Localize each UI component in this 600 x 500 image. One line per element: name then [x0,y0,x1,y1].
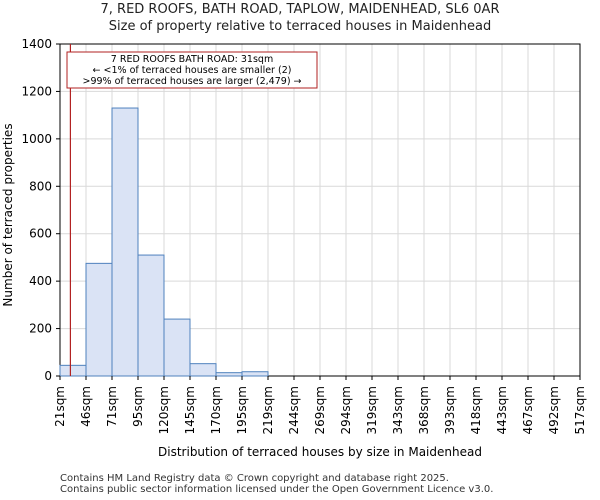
y-axis-label: Number of terraced properties [1,123,15,306]
y-tick-label: 1400 [21,37,52,51]
histogram-bar [111,107,139,377]
y-tick-label: 200 [29,322,52,336]
x-tick-label: 418sqm [469,386,483,434]
x-tick-label: 393sqm [443,386,457,434]
x-tick-label: 219sqm [261,386,275,434]
annotation-line: ← <1% of terraced houses are smaller (2) [93,65,292,76]
x-tick-label: 269sqm [313,386,327,434]
x-tick-label: 492sqm [547,386,561,434]
y-tick-label: 400 [29,274,52,288]
x-tick-label: 120sqm [157,386,171,434]
histogram-bar [241,371,269,377]
y-tick-label: 0 [44,369,52,383]
x-tick-label: 145sqm [183,386,197,434]
annotation-line: 7 RED ROOFS BATH ROAD: 31sqm [111,54,273,65]
x-tick-label: 95sqm [131,386,145,427]
annotation-box [66,51,318,89]
x-tick-label: 170sqm [209,386,223,434]
footer-line-2: Contains public sector information licen… [60,484,494,495]
x-tick-label: 517sqm [573,386,587,434]
histogram-bar [215,372,243,377]
x-tick-label: 319sqm [365,386,379,434]
histogram-chart: 0 200 400 600 800 1000 1200 1400 21sqm 46sqm 71sqm… [1,37,587,459]
x-tick-label: 467sqm [521,386,535,434]
chart-title: 7, RED ROOFS, BATH ROAD, TAPLOW, MAIDENH… [100,2,500,17]
chart-subtitle: Size of property relative to terraced ho… [108,19,492,34]
histogram-bar [59,364,87,377]
y-tick-label: 600 [29,227,52,241]
y-tick-label: 1000 [21,132,52,146]
x-tick-label: 343sqm [391,386,405,434]
x-tick-label: 368sqm [417,386,431,434]
annotation-line: >99% of terraced houses are larger (2,47… [82,76,301,87]
x-tick-label: 294sqm [339,386,353,434]
x-tick-label: 244sqm [287,386,301,434]
x-tick-label: 46sqm [79,386,93,427]
histogram-bar [163,318,191,377]
x-tick-label: 443sqm [495,386,509,434]
x-tick-label: 21sqm [53,386,67,427]
footer-line-1: Contains HM Land Registry data © Crown c… [60,473,449,484]
x-tick-label: 71sqm [105,386,119,427]
y-tick-label: 1200 [21,84,52,98]
histogram-bar [85,262,113,377]
x-tick-label: 195sqm [235,386,249,434]
histogram-bar [189,363,217,377]
x-axis-label: Distribution of terraced houses by size … [158,445,482,459]
histogram-bar [137,254,165,377]
y-tick-label: 800 [29,179,52,193]
